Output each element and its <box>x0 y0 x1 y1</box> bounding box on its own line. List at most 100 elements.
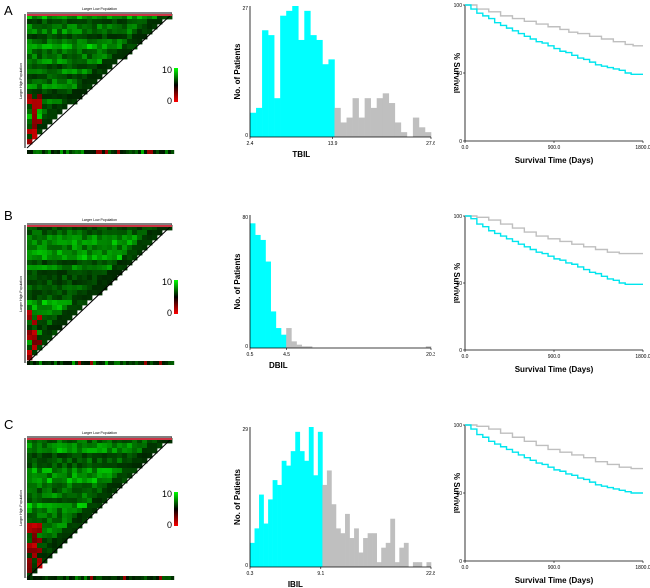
survival-curve-low <box>465 215 643 255</box>
survival-curve-low <box>465 4 643 47</box>
histogram-bar <box>263 523 269 567</box>
panel-letter-c: C <box>4 417 14 432</box>
heatmap-color-scale <box>174 68 178 102</box>
histogram-x-tick-label: 0.5 <box>247 352 254 358</box>
heatmap-panel-c: Larger Low Population Larger High Populat… <box>19 431 178 580</box>
histogram-bar <box>265 261 271 348</box>
histogram-bar <box>399 547 405 567</box>
histogram-x-tick-label: 9.1 <box>317 571 324 577</box>
histogram-bar <box>358 117 365 137</box>
histogram-bar <box>295 431 301 567</box>
histogram-bar <box>426 562 432 567</box>
histogram-y-label: No. of Patients <box>233 468 242 525</box>
histogram-bar <box>310 35 317 137</box>
histogram-bar <box>340 122 347 137</box>
histogram-bar <box>286 465 292 567</box>
histogram-x-tick-label: 0.3 <box>247 571 254 577</box>
survival-y-tick-label: 100 <box>454 3 463 9</box>
heatmap-panel-a: Larger Low Population Larger High Populat… <box>19 7 178 154</box>
histogram-bars <box>250 427 432 567</box>
histogram-bar <box>304 10 311 137</box>
histogram-bar <box>403 542 409 567</box>
histogram-x-label: IBIL <box>288 580 303 587</box>
heatmap-left-label: Larger High Population <box>19 276 23 312</box>
heatmap-bottom-strip <box>27 361 175 365</box>
histogram-bar <box>260 239 266 348</box>
heatmap-scale-max: 10 <box>162 65 172 75</box>
survival-y-tick-label: 0 <box>459 348 462 354</box>
histogram-bar <box>388 103 396 137</box>
histogram-bar <box>277 484 282 567</box>
heatmap-diagonal <box>26 224 173 364</box>
heatmap-diagonal <box>26 13 173 149</box>
histogram-bar <box>272 480 278 567</box>
histogram-bar <box>274 98 281 137</box>
histogram-bar <box>331 504 337 567</box>
survival-curve-low <box>465 424 643 470</box>
histogram-bar <box>412 562 418 567</box>
histogram-bar <box>308 427 314 567</box>
histogram-bar <box>306 346 313 348</box>
histogram-y-tick-min: 0 <box>245 133 248 139</box>
histogram-bar <box>385 542 391 567</box>
histogram-bar <box>262 30 269 137</box>
histogram-bar <box>394 122 402 137</box>
histogram-bar <box>304 460 310 567</box>
survival-curve-high <box>465 215 643 286</box>
histogram-bar <box>281 460 287 567</box>
histogram-bar <box>296 344 303 348</box>
histogram-y-label: No. of Patients <box>233 253 242 310</box>
histogram-bar <box>358 552 364 567</box>
histogram-panel-c: 29 0 0.3 9.1 22.8 IBIL No. of Patients <box>233 427 435 587</box>
histogram-bar <box>286 328 292 348</box>
heatmap-panel-b: Larger Low Population Larger High Populat… <box>19 218 178 365</box>
survival-x-label: Survival Time (Days) <box>515 576 594 585</box>
histogram-bars <box>250 6 432 137</box>
survival-y-tick-label: 50 <box>456 281 462 287</box>
survival-y-tick-label: 0 <box>459 139 462 145</box>
histogram-bar <box>301 346 308 348</box>
histogram-bar <box>298 39 305 137</box>
histogram-x-tick-label: 22.8 <box>426 571 435 577</box>
heatmap-cells <box>27 438 173 579</box>
histogram-x-tick-label: 20.3 <box>426 352 435 358</box>
histogram-bar <box>255 234 261 348</box>
histogram-bar <box>268 35 275 137</box>
histogram-x-tick-label: 4.5 <box>283 352 290 358</box>
histogram-bar <box>370 107 377 137</box>
heatmap-cells <box>27 225 173 361</box>
histogram-bar <box>390 518 396 567</box>
histogram-bar <box>270 311 277 348</box>
histogram-bar <box>259 494 264 567</box>
survival-x-tick-label: 1800.0 <box>635 354 650 360</box>
histogram-bar <box>372 533 377 567</box>
survival-y-label: % Survival <box>452 53 461 93</box>
histogram-bar <box>290 451 296 567</box>
histogram-bar <box>292 6 299 137</box>
survival-x-tick-label: 0.0 <box>462 565 469 571</box>
survival-y-tick-label: 50 <box>456 491 462 497</box>
survival-x-tick-label: 0.0 <box>462 145 469 151</box>
histogram-bars <box>250 223 432 348</box>
histogram-bar <box>364 98 371 137</box>
heatmap-top-row <box>27 225 172 227</box>
histogram-bar <box>367 533 373 567</box>
heatmap-scale-max: 10 <box>162 277 172 287</box>
survival-y-tick-label: 100 <box>454 423 463 429</box>
heatmap-scale-max: 10 <box>162 489 172 499</box>
heatmap-scale-min: 0 <box>167 308 172 318</box>
histogram-x-tick-label: 2.4 <box>247 141 254 147</box>
heatmap-left-label: Larger High Population <box>19 490 23 526</box>
histogram-bar <box>322 484 328 567</box>
survival-x-tick-label: 1800.0 <box>635 145 650 151</box>
histogram-bar <box>363 538 368 567</box>
histogram-bar <box>313 475 319 567</box>
heatmap-top-label: Larger Low Population <box>82 7 117 11</box>
heatmap-scale-min: 0 <box>167 520 172 530</box>
survival-x-label: Survival Time (Days) <box>515 156 594 165</box>
histogram-y-label: No. of Patients <box>233 43 242 100</box>
histogram-bar <box>354 528 359 567</box>
heatmap-color-scale <box>174 280 178 314</box>
heatmap-left-label: Larger High Population <box>19 63 23 99</box>
histogram-bar <box>352 98 359 137</box>
